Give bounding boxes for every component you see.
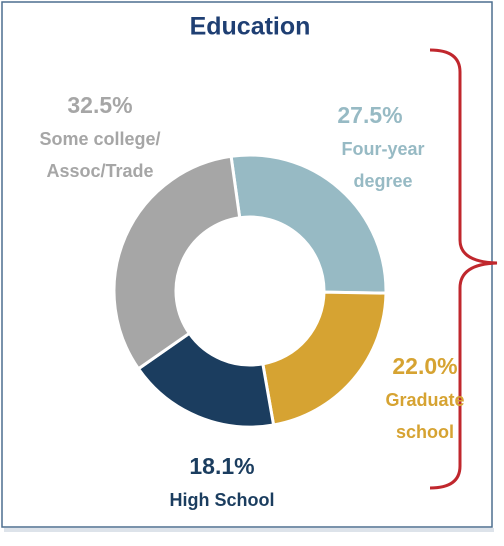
value-label: 18.1%: [189, 453, 254, 479]
brace: [429, 48, 498, 490]
donut-segment: [261, 290, 388, 427]
category-label: High School: [170, 490, 275, 510]
value-label: 22.0%: [392, 353, 457, 379]
category-label: Four-year: [341, 139, 424, 159]
value-label: 27.5%: [337, 102, 402, 128]
frame: [1, 1, 493, 528]
category-label: Assoc/Trade: [46, 161, 153, 181]
category-label: school: [396, 422, 454, 442]
chart-title: Education: [190, 13, 311, 41]
value-label: 32.5%: [67, 92, 132, 118]
category-label: degree: [353, 171, 412, 191]
category-label: Graduate: [385, 390, 464, 410]
category-label: Some college/: [39, 129, 160, 149]
donut-segment: [112, 154, 242, 371]
donut-segment: [229, 153, 388, 295]
